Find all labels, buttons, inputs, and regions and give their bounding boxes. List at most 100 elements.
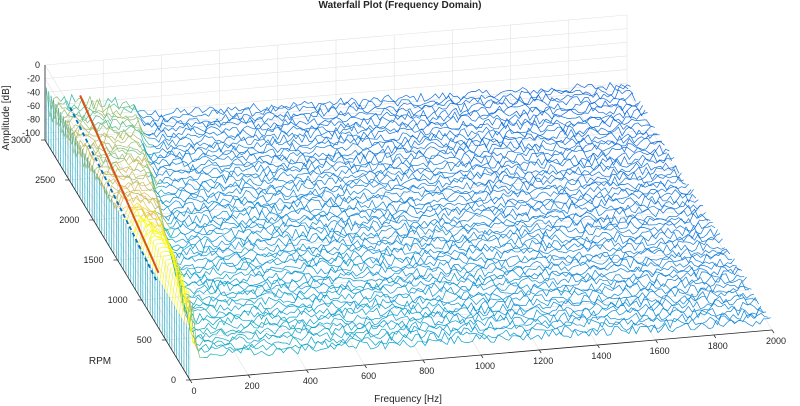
- waterfall-trace: [450, 189, 466, 194]
- waterfall-trace: [358, 112, 374, 115]
- waterfall-trace: [319, 318, 335, 325]
- waterfall-trace: [601, 114, 617, 119]
- waterfall-trace: [232, 125, 248, 135]
- waterfall-trace: [370, 178, 386, 188]
- waterfall-trace: [494, 184, 510, 191]
- waterfall-trace: [555, 90, 571, 93]
- waterfall-trace: [305, 170, 321, 175]
- waterfall-trace: [719, 258, 735, 267]
- waterfall-trace: [697, 271, 713, 281]
- waterfall-trace: [275, 321, 292, 329]
- waterfall-trace: [278, 152, 294, 161]
- waterfall-trace: [528, 114, 544, 125]
- waterfall-trace: [508, 335, 524, 341]
- waterfall-trace: [576, 272, 592, 279]
- waterfall-trace: [506, 255, 522, 263]
- waterfall-trace: [150, 114, 166, 122]
- waterfall-trace: [293, 100, 309, 106]
- waterfall-trace: [630, 235, 646, 242]
- waterfall-trace: [157, 177, 173, 185]
- waterfall-trace: [387, 230, 403, 239]
- waterfall-trace: [198, 144, 214, 150]
- waterfall-trace: [635, 166, 651, 176]
- waterfall-trace: [535, 228, 551, 236]
- waterfall-trace: [213, 168, 229, 174]
- waterfall-trace: [343, 209, 359, 218]
- waterfall-trace: [276, 298, 291, 303]
- waterfall-trace: [317, 139, 333, 148]
- waterfall-trace: [334, 243, 350, 251]
- waterfall-trace: [290, 173, 306, 180]
- waterfall-trace: [128, 135, 144, 148]
- waterfall-trace: [484, 267, 500, 277]
- z-tick-label: 0: [35, 60, 40, 70]
- waterfall-trace: [469, 267, 486, 278]
- waterfall-trace: [450, 335, 466, 345]
- waterfall-trace: [351, 173, 367, 178]
- waterfall-trace: [532, 323, 548, 329]
- waterfall-trace: [642, 279, 658, 289]
- waterfall-trace: [424, 316, 439, 326]
- waterfall-trace: [739, 292, 755, 299]
- waterfall-trace: [450, 210, 466, 221]
- waterfall-trace: [305, 123, 321, 130]
- waterfall-trace: [603, 238, 619, 247]
- waterfall-trace: [111, 152, 127, 162]
- waterfall-trace: [285, 336, 301, 346]
- waterfall-trace: [436, 212, 452, 222]
- waterfall-trace: [271, 138, 287, 146]
- waterfall-trace: [225, 212, 241, 223]
- waterfall-trace: [109, 127, 125, 139]
- waterfall-trace: [494, 284, 510, 291]
- waterfall-trace: [586, 263, 602, 270]
- waterfall-trace: [625, 175, 641, 181]
- waterfall-trace: [164, 161, 180, 166]
- waterfall-trace: [242, 142, 258, 149]
- waterfall-trace: [557, 167, 573, 174]
- waterfall-trace: [261, 296, 277, 306]
- waterfall-trace: [329, 234, 345, 244]
- waterfall-trace: [225, 112, 241, 122]
- waterfall-trace: [162, 132, 178, 141]
- waterfall-trace: [516, 271, 531, 278]
- waterfall-trace: [329, 259, 345, 268]
- waterfall-trace: [222, 258, 238, 267]
- waterfall-trace: [547, 174, 563, 180]
- waterfall-trace: [256, 139, 272, 148]
- waterfall-trace: [535, 303, 551, 310]
- waterfall-trace: [504, 224, 520, 232]
- waterfall-trace: [244, 173, 260, 177]
- waterfall-trace: [147, 194, 163, 216]
- waterfall-trace: [334, 121, 350, 128]
- waterfall-trace: [256, 313, 272, 318]
- waterfall-trace: [712, 295, 728, 305]
- waterfall-trace: [181, 163, 197, 174]
- waterfall-trace: [329, 209, 345, 218]
- waterfall-trace: [545, 242, 561, 252]
- waterfall-trace: [494, 108, 510, 117]
- waterfall-trace: [363, 117, 379, 127]
- waterfall-trace: [239, 211, 255, 221]
- waterfall-trace: [477, 257, 493, 264]
- waterfall-trace: [162, 107, 178, 117]
- waterfall-trace: [307, 248, 323, 258]
- waterfall-trace: [664, 189, 680, 195]
- waterfall-trace: [113, 135, 129, 144]
- waterfall-trace: [525, 260, 541, 268]
- waterfall-trace: [511, 87, 527, 93]
- waterfall-trace: [545, 142, 561, 152]
- waterfall-trace: [499, 167, 515, 176]
- waterfall-trace: [164, 210, 180, 222]
- waterfall-trace: [661, 186, 677, 192]
- waterfall-trace: [462, 206, 478, 213]
- waterfall-trace: [489, 301, 505, 309]
- waterfall-trace: [385, 106, 401, 113]
- waterfall-trace: [79, 126, 95, 130]
- waterfall-trace: [419, 160, 435, 168]
- waterfall-trace: [479, 162, 495, 169]
- waterfall-trace: [496, 311, 512, 322]
- waterfall-trace: [431, 254, 447, 261]
- waterfall-trace: [239, 336, 255, 344]
- waterfall-trace: [438, 143, 454, 150]
- waterfall-trace: [237, 158, 253, 168]
